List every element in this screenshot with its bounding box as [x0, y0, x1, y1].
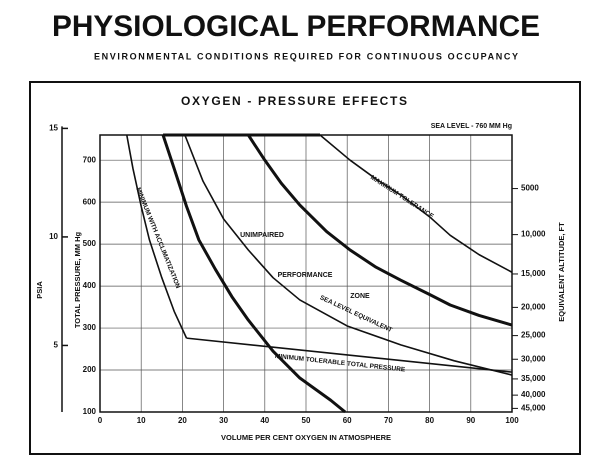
y-axis-label: TOTAL PRESSURE, MM Hg — [73, 231, 82, 328]
y3-axis-label: PSIA — [35, 281, 44, 299]
x-tick-label: 20 — [178, 416, 187, 425]
y3-tick-label: 15 — [49, 124, 58, 133]
y3-tick-label: 5 — [54, 341, 59, 350]
curve — [161, 134, 347, 414]
y3-tick-label: 10 — [49, 232, 58, 241]
y2-axis-label: EQUIVALENT ALTITUDE, FT — [557, 222, 566, 322]
curve-label: MAXIMUM TOLERANCE — [369, 174, 435, 220]
y2-tick-label: 10,000 — [521, 230, 546, 239]
page-title: PHYSIOLOGICAL PERFORMANCE — [52, 10, 540, 43]
y-tick-label: 400 — [83, 281, 97, 290]
y-tick-label: 100 — [83, 407, 97, 416]
chart-frame — [29, 81, 581, 455]
zone-label: PERFORMANCE — [278, 272, 333, 279]
x-tick-label: 60 — [343, 416, 352, 425]
zone-label: ZONE — [350, 293, 370, 300]
x-tick-label: 0 — [98, 416, 103, 425]
y-tick-label: 300 — [83, 323, 97, 332]
y2-tick-label: 25,000 — [521, 331, 546, 340]
x-tick-label: 80 — [425, 416, 434, 425]
x-axis-label: VOLUME PER CENT OXYGEN IN ATMOSPHERE — [221, 433, 391, 442]
x-tick-label: 40 — [260, 416, 269, 425]
curve — [125, 134, 188, 339]
chart-title: OXYGEN - PRESSURE EFFECTS — [181, 94, 407, 108]
zone-label: UNIMPAIRED — [240, 232, 284, 239]
curve — [247, 134, 513, 327]
y-tick-label: 500 — [83, 239, 97, 248]
y2-tick-label: 45,000 — [521, 404, 546, 413]
y-tick-label: 700 — [83, 155, 97, 164]
x-tick-label: 90 — [466, 416, 475, 425]
y-tick-label: 600 — [83, 197, 97, 206]
x-tick-label: 50 — [302, 416, 311, 425]
y2-tick-label: 35,000 — [521, 374, 546, 383]
y-tick-label: 200 — [83, 365, 97, 374]
x-tick-label: 10 — [137, 416, 146, 425]
curve — [186, 337, 513, 373]
curve — [319, 134, 513, 273]
x-tick-label: 30 — [219, 416, 228, 425]
page-subtitle: ENVIRONMENTAL CONDITIONS REQUIRED FOR CO… — [94, 51, 518, 61]
y2-tick-label: 5000 — [521, 184, 539, 193]
sea-level-note: SEA LEVEL - 760 MM Hg — [431, 123, 512, 130]
curve — [184, 134, 513, 376]
x-tick-label: 100 — [505, 416, 519, 425]
y2-tick-label: 20,000 — [521, 302, 546, 311]
y2-tick-label: 30,000 — [521, 354, 546, 363]
x-tick-label: 70 — [384, 416, 393, 425]
y2-tick-label: 40,000 — [521, 390, 546, 399]
y2-tick-label: 15,000 — [521, 269, 546, 278]
